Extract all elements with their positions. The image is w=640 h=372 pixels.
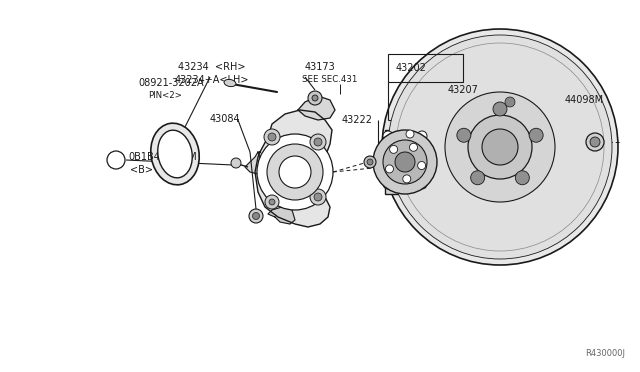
Circle shape [268, 133, 276, 141]
Circle shape [383, 140, 427, 184]
Polygon shape [245, 152, 265, 174]
Circle shape [310, 134, 326, 150]
Circle shape [418, 161, 426, 170]
Ellipse shape [151, 123, 199, 185]
Circle shape [470, 171, 484, 185]
Text: 43202: 43202 [396, 63, 427, 73]
Text: B: B [113, 155, 118, 164]
Circle shape [264, 129, 280, 145]
Circle shape [231, 158, 241, 168]
Circle shape [417, 131, 427, 141]
Circle shape [253, 212, 259, 219]
Circle shape [468, 115, 532, 179]
Circle shape [269, 199, 275, 205]
Circle shape [388, 35, 612, 259]
Circle shape [457, 128, 471, 142]
Bar [388, 54, 463, 82]
Circle shape [267, 144, 323, 200]
Text: <B>: <B> [130, 165, 153, 175]
Text: 43173: 43173 [305, 62, 336, 72]
Circle shape [390, 145, 397, 153]
Circle shape [310, 189, 326, 205]
Circle shape [403, 175, 411, 183]
Text: PIN<2>: PIN<2> [148, 92, 182, 100]
Circle shape [410, 143, 417, 151]
Circle shape [505, 97, 515, 107]
Circle shape [265, 195, 279, 209]
Circle shape [279, 156, 311, 188]
Text: 43234+A<LH>: 43234+A<LH> [175, 75, 250, 85]
Circle shape [395, 152, 415, 172]
Text: 08921-3202A: 08921-3202A [138, 78, 204, 88]
Circle shape [314, 138, 322, 146]
Circle shape [312, 95, 318, 101]
Circle shape [383, 131, 393, 141]
Circle shape [417, 163, 427, 173]
Circle shape [107, 151, 125, 169]
Text: R430000J: R430000J [585, 350, 625, 359]
Text: 43222: 43222 [342, 115, 373, 125]
Polygon shape [255, 110, 332, 227]
Text: 0B1B4-2355M: 0B1B4-2355M [128, 152, 196, 162]
Circle shape [249, 209, 263, 223]
Circle shape [590, 137, 600, 147]
Text: 43234  <RH>: 43234 <RH> [178, 62, 246, 72]
Circle shape [314, 193, 322, 201]
Circle shape [417, 179, 427, 189]
Circle shape [445, 92, 555, 202]
Circle shape [383, 147, 393, 157]
Circle shape [515, 171, 529, 185]
Ellipse shape [224, 79, 236, 87]
Circle shape [482, 129, 518, 165]
Circle shape [367, 159, 373, 165]
Circle shape [364, 156, 376, 168]
Polygon shape [298, 96, 335, 120]
Circle shape [406, 130, 414, 138]
Text: 44098M: 44098M [565, 95, 604, 105]
Circle shape [373, 130, 437, 194]
Bar [385, 130, 425, 194]
Circle shape [417, 147, 427, 157]
Circle shape [383, 163, 393, 173]
Circle shape [385, 165, 394, 173]
Circle shape [257, 134, 333, 210]
Text: 43084: 43084 [210, 114, 241, 124]
Polygon shape [268, 207, 295, 224]
Text: SEE SEC.431: SEE SEC.431 [302, 76, 357, 84]
Circle shape [586, 133, 604, 151]
Circle shape [529, 128, 543, 142]
Circle shape [382, 29, 618, 265]
Text: 43207: 43207 [448, 85, 479, 95]
Ellipse shape [157, 130, 192, 178]
Circle shape [493, 102, 507, 116]
Circle shape [383, 179, 393, 189]
Circle shape [308, 91, 322, 105]
